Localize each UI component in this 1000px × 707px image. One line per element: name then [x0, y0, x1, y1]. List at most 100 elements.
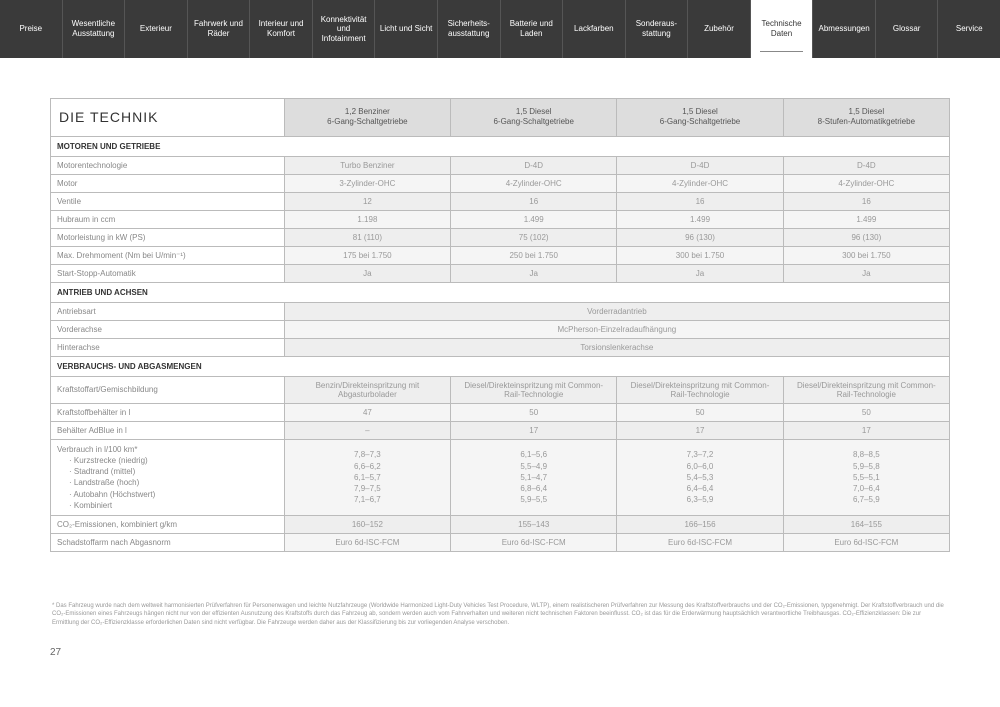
- row-value: 17: [451, 421, 617, 439]
- nav-tab[interactable]: Sonderaus-stattung: [626, 0, 689, 58]
- row-value: 250 bei 1.750: [451, 246, 617, 264]
- top-nav: PreiseWesentliche AusstattungExterieurFa…: [0, 0, 1000, 58]
- section-header: VERBRAUCHS- UND ABGASMENGEN: [51, 356, 950, 376]
- row-value: 6,1–5,65,5–4,95,1–4,76,8–6,45,9–5,5: [451, 439, 617, 515]
- row-value: D-4D: [451, 156, 617, 174]
- nav-tab[interactable]: Licht und Sicht: [375, 0, 438, 58]
- nav-tab[interactable]: Zubehör: [688, 0, 751, 58]
- page-number: 27: [50, 647, 950, 658]
- row-value: 300 bei 1.750: [617, 246, 783, 264]
- row-value: 155–143: [451, 515, 617, 533]
- table-row: Kraftstoffbehälter in l47505050: [51, 403, 950, 421]
- row-value: 17: [783, 421, 949, 439]
- row-label: Verbrauch in l/100 km*· Kurzstrecke (nie…: [51, 439, 285, 515]
- row-value: Turbo Benziner: [284, 156, 450, 174]
- row-value: 50: [451, 403, 617, 421]
- row-label: Kraftstoffart/Gemischbildung: [51, 376, 285, 403]
- footnote-text: * Das Fahrzeug wurde nach dem weltweit h…: [50, 602, 950, 627]
- row-value: Euro 6d-ISC-FCM: [617, 533, 783, 551]
- nav-tab[interactable]: Service: [938, 0, 1000, 58]
- row-label: Vorderachse: [51, 320, 285, 338]
- column-header: 1,5 Diesel6-Gang-Schaltgetriebe: [617, 99, 783, 137]
- row-value: 17: [617, 421, 783, 439]
- row-value-span: McPherson-Einzelradaufhängung: [284, 320, 949, 338]
- row-value: 50: [617, 403, 783, 421]
- column-header: 1,5 Diesel8-Stufen-Automatikgetriebe: [783, 99, 949, 137]
- nav-tab[interactable]: Sicherheits-ausstattung: [438, 0, 501, 58]
- row-label: Ventile: [51, 192, 285, 210]
- spec-table: DIE TECHNIK 1,2 Benziner6-Gang-Schaltget…: [50, 98, 950, 552]
- row-label: Start-Stopp-Automatik: [51, 264, 285, 282]
- table-row: CO₂-Emissionen, kombiniert g/km160–15215…: [51, 515, 950, 533]
- table-row: Ventile12161616: [51, 192, 950, 210]
- row-value: 96 (130): [783, 228, 949, 246]
- row-value: 300 bei 1.750: [783, 246, 949, 264]
- row-value-span: Torsionslenkerachse: [284, 338, 949, 356]
- column-header: 1,5 Diesel6-Gang-Schaltgetriebe: [451, 99, 617, 137]
- nav-tab[interactable]: Wesentliche Ausstattung: [63, 0, 126, 58]
- row-value: Diesel/Direkteinspritzung mit Common-Rai…: [617, 376, 783, 403]
- row-value: 1.499: [451, 210, 617, 228]
- row-label: Kraftstoffbehälter in l: [51, 403, 285, 421]
- table-row: Motor3-Zylinder-OHC4-Zylinder-OHC4-Zylin…: [51, 174, 950, 192]
- row-value: 96 (130): [617, 228, 783, 246]
- row-value: 164–155: [783, 515, 949, 533]
- row-value: 4-Zylinder-OHC: [451, 174, 617, 192]
- row-value: Ja: [451, 264, 617, 282]
- row-value: 166–156: [617, 515, 783, 533]
- table-row: HinterachseTorsionslenkerachse: [51, 338, 950, 356]
- row-value: Ja: [617, 264, 783, 282]
- row-value: Ja: [783, 264, 949, 282]
- table-row: Hubraum in ccm1.1981.4991.4991.499: [51, 210, 950, 228]
- row-value: 50: [783, 403, 949, 421]
- row-label: CO₂-Emissionen, kombiniert g/km: [51, 515, 285, 533]
- nav-tab[interactable]: Interieur und Komfort: [250, 0, 313, 58]
- row-value: –: [284, 421, 450, 439]
- row-value: Ja: [284, 264, 450, 282]
- row-label: Max. Drehmoment (Nm bei U/min⁻¹): [51, 246, 285, 264]
- row-label: Behälter AdBlue in l: [51, 421, 285, 439]
- nav-tab[interactable]: Preise: [0, 0, 63, 58]
- row-value: 8,8–8,55,9–5,85,5–5,17,0–6,46,7–5,9: [783, 439, 949, 515]
- nav-tab[interactable]: Glossar: [876, 0, 939, 58]
- table-row: Kraftstoffart/GemischbildungBenzin/Direk…: [51, 376, 950, 403]
- row-value: 160–152: [284, 515, 450, 533]
- page-content: DIE TECHNIK 1,2 Benziner6-Gang-Schaltget…: [0, 58, 1000, 658]
- row-value: 12: [284, 192, 450, 210]
- row-value: Benzin/Direkteinspritzung mit Abgasturbo…: [284, 376, 450, 403]
- row-value: 4-Zylinder-OHC: [783, 174, 949, 192]
- table-row: Schadstoffarm nach AbgasnormEuro 6d-ISC-…: [51, 533, 950, 551]
- row-value: Euro 6d-ISC-FCM: [284, 533, 450, 551]
- section-header-row: MOTOREN UND GETRIEBE: [51, 136, 950, 156]
- nav-tab[interactable]: Konnektivität und Infotainment: [313, 0, 376, 58]
- row-label: Motor: [51, 174, 285, 192]
- table-row: Behälter AdBlue in l–171717: [51, 421, 950, 439]
- header-row: DIE TECHNIK 1,2 Benziner6-Gang-Schaltget…: [51, 99, 950, 137]
- table-row: VorderachseMcPherson-Einzelradaufhängung: [51, 320, 950, 338]
- table-title: DIE TECHNIK: [51, 99, 285, 137]
- section-header: ANTRIEB UND ACHSEN: [51, 282, 950, 302]
- nav-tab[interactable]: Abmessungen: [813, 0, 876, 58]
- row-value: D-4D: [617, 156, 783, 174]
- nav-tab[interactable]: Batterie und Laden: [501, 0, 564, 58]
- row-value: 47: [284, 403, 450, 421]
- row-value: 75 (102): [451, 228, 617, 246]
- row-value: 81 (110): [284, 228, 450, 246]
- table-body: MOTOREN UND GETRIEBEMotorentechnologieTu…: [51, 136, 950, 551]
- nav-tab[interactable]: Lackfarben: [563, 0, 626, 58]
- row-label: Antriebsart: [51, 302, 285, 320]
- section-header-row: ANTRIEB UND ACHSEN: [51, 282, 950, 302]
- row-value: 1.499: [617, 210, 783, 228]
- row-value: Diesel/Direkteinspritzung mit Common-Rai…: [783, 376, 949, 403]
- table-row: Start-Stopp-AutomatikJaJaJaJa: [51, 264, 950, 282]
- row-value: Diesel/Direkteinspritzung mit Common-Rai…: [451, 376, 617, 403]
- section-header: MOTOREN UND GETRIEBE: [51, 136, 950, 156]
- nav-tab[interactable]: Technische Daten: [751, 0, 814, 58]
- nav-tab[interactable]: Exterieur: [125, 0, 188, 58]
- row-value: 1.198: [284, 210, 450, 228]
- row-value: 7,3–7,26,0–6,05,4–5,36,4–6,46,3–5,9: [617, 439, 783, 515]
- row-label: Motorleistung in kW (PS): [51, 228, 285, 246]
- row-value: 4-Zylinder-OHC: [617, 174, 783, 192]
- nav-tab[interactable]: Fahrwerk und Räder: [188, 0, 251, 58]
- table-row: Max. Drehmoment (Nm bei U/min⁻¹)175 bei …: [51, 246, 950, 264]
